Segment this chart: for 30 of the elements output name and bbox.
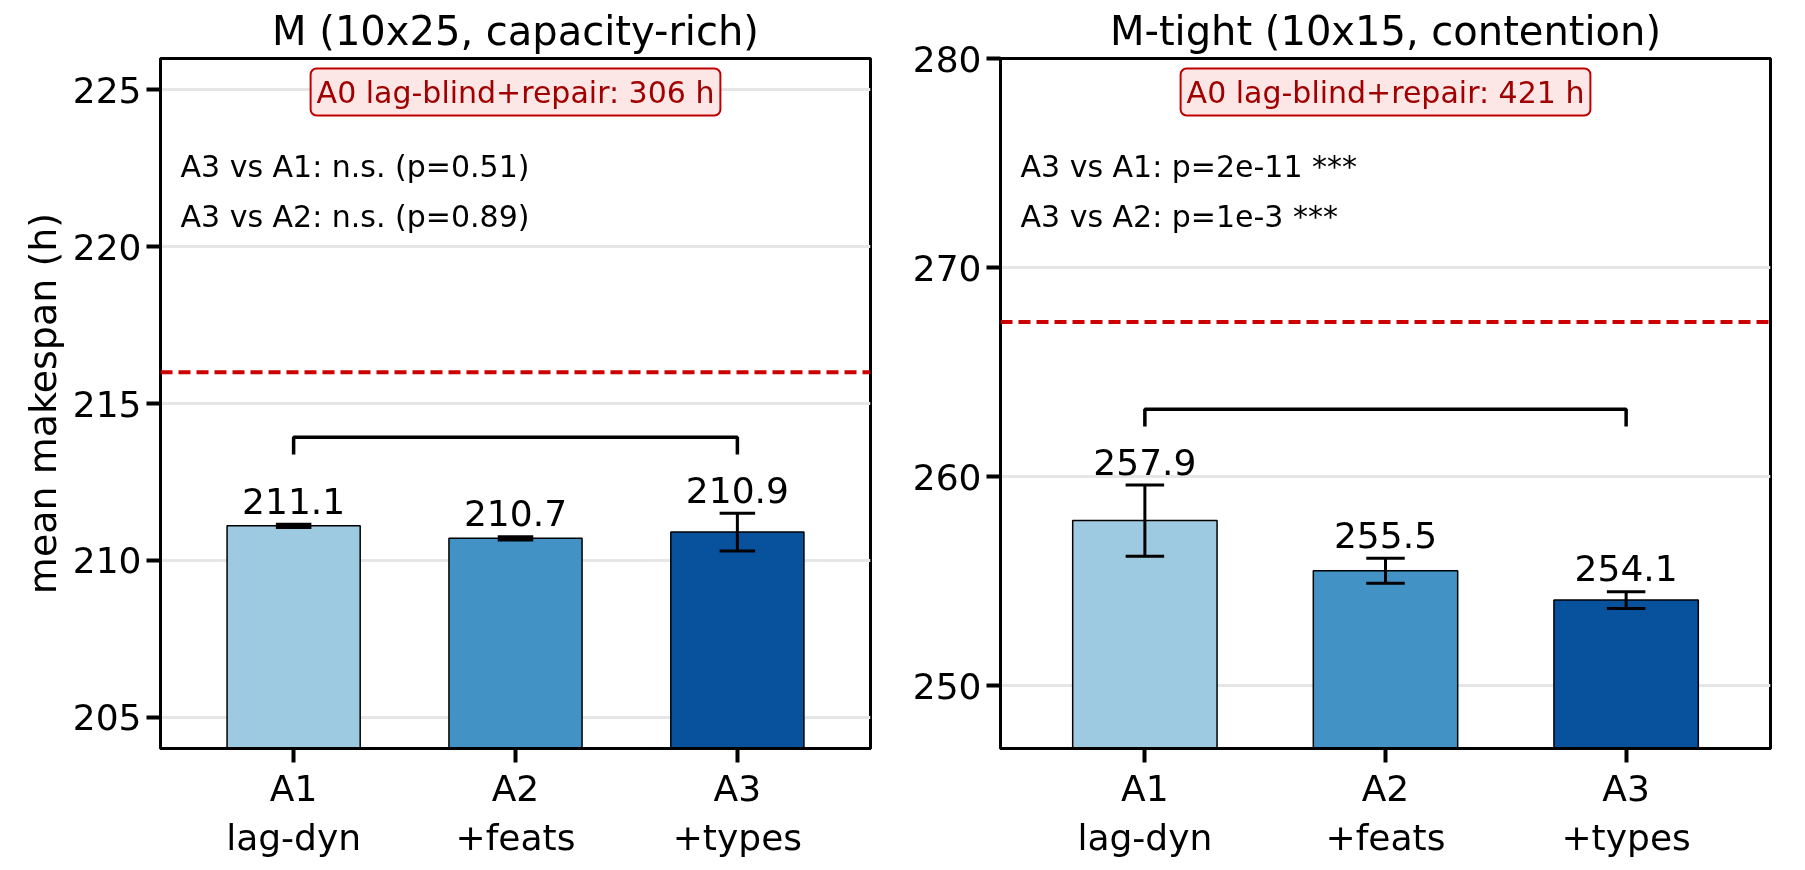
annotation: A3 vs A2: n.s. (p=0.89)	[180, 198, 530, 234]
y-tick-label: 210	[72, 540, 142, 582]
x-tick-label: A3 +types	[1561, 767, 1691, 858]
y-tick-label: 250	[912, 665, 982, 707]
x-tick-label: A1 lag-dyn	[226, 767, 362, 858]
data-label: 255.5	[1333, 514, 1438, 556]
data-label: 257.9	[1093, 441, 1197, 483]
annotation: A3 vs A2: p=1e-3 ***	[1020, 198, 1338, 234]
data-label: 211.1	[242, 480, 346, 522]
annotation: A0 lag-blind+repair: 306 h	[316, 74, 715, 110]
y-tick-label: 205	[72, 697, 142, 739]
data-label: 254.1	[1574, 548, 1678, 590]
y-tick-label: 270	[912, 247, 982, 289]
y-tick-label: 260	[912, 456, 982, 498]
x-tick-label: A1 lag-dyn	[1077, 767, 1213, 858]
y-axis-title: mean makespan (h)	[20, 212, 65, 595]
y-tick-label: 280	[912, 38, 982, 80]
x-tick-label: A2 +feats	[1325, 767, 1446, 858]
annotation: A0 lag-blind+repair: 421 h	[1186, 74, 1585, 110]
chart-title: M (10x25, capacity-rich)	[272, 7, 759, 54]
annotation: A3 vs A1: n.s. (p=0.51)	[180, 148, 530, 184]
y-tick-label: 215	[72, 383, 142, 425]
x-tick-label: A2 +feats	[455, 767, 576, 858]
y-tick-label: 220	[72, 226, 142, 268]
data-label: 210.7	[463, 493, 568, 535]
data-label: 210.9	[685, 469, 789, 511]
chart-title: M-tight (10x15, contention)	[1109, 7, 1662, 54]
x-tick-label: A3 +types	[672, 767, 803, 858]
annotation: A3 vs A1: p=2e-11 ***	[1020, 148, 1358, 184]
y-tick-label: 225	[72, 69, 142, 111]
